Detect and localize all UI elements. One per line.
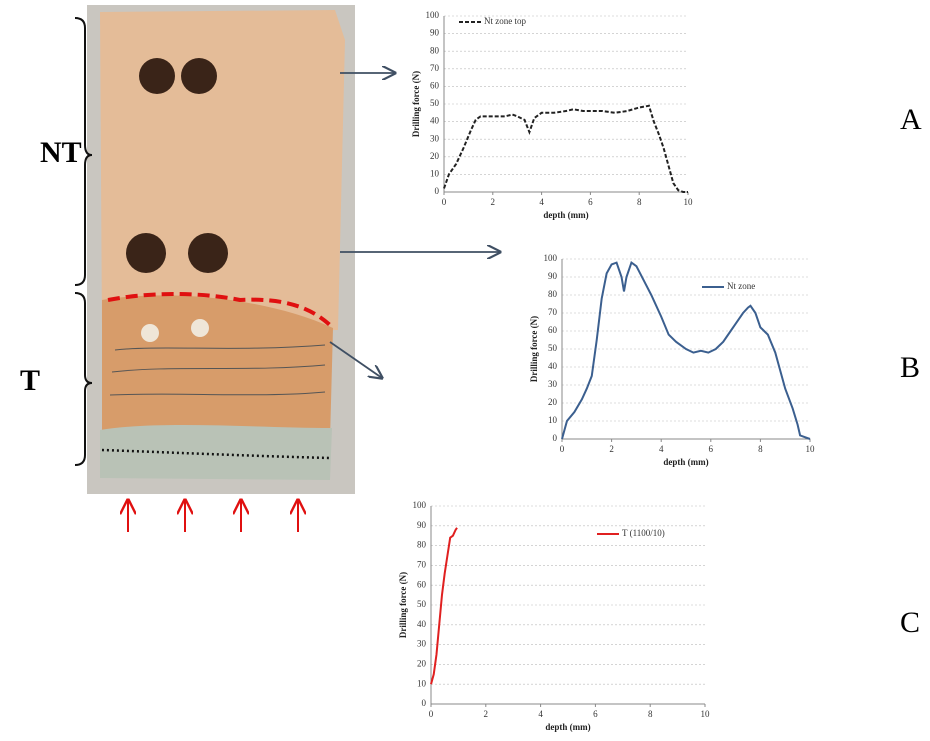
y-tick-label: 30 [430,133,440,143]
y-tick-label: 60 [548,325,558,335]
legend-label: Nt zone top [484,16,526,26]
y-tick-label: 0 [422,698,427,708]
legend-label: T (1100/10) [622,528,665,538]
x-tick-label: 8 [648,709,653,719]
y-tick-label: 40 [548,361,558,371]
x-tick-label: 2 [484,709,489,719]
x-tick-label: 4 [659,444,664,454]
y-tick-label: 50 [548,343,558,353]
legend-label: Nt zone [727,281,755,291]
y-tick-label: 100 [426,10,440,20]
panel-label: B [900,351,920,384]
y-tick-label: 20 [417,658,427,668]
y-tick-label: 90 [548,271,558,281]
x-axis-label: depth (mm) [663,457,708,467]
y-tick-label: 20 [430,151,440,161]
y-tick-label: 60 [430,80,440,90]
y-tick-label: 40 [417,619,427,629]
x-tick-label: 2 [609,444,614,454]
y-tick-label: 70 [430,63,440,73]
y-tick-label: 10 [430,168,440,178]
x-tick-label: 0 [560,444,565,454]
y-tick-label: 40 [430,116,440,126]
x-tick-label: 10 [684,197,694,207]
y-tick-label: 50 [417,599,427,609]
panel-label: C [900,606,920,639]
y-tick-label: 70 [548,307,558,317]
x-tick-label: 6 [709,444,714,454]
y-tick-label: 0 [553,433,558,443]
y-tick-label: 90 [430,28,440,38]
y-axis-label: Drilling force (N) [398,572,408,638]
data-line [430,527,458,685]
x-tick-label: 6 [588,197,593,207]
x-tick-label: 10 [701,709,711,719]
bracket [74,17,93,286]
x-tick-label: 8 [637,197,642,207]
y-tick-label: 10 [548,415,558,425]
y-tick-label: 60 [417,579,427,589]
x-tick-label: 2 [491,197,496,207]
y-tick-label: 20 [548,397,558,407]
y-axis-label: Drilling force (N) [411,71,421,137]
x-axis-label: depth (mm) [545,722,590,732]
load-arrows [128,500,298,532]
arrows [329,73,500,378]
y-tick-label: 30 [417,639,427,649]
x-tick-label: 8 [758,444,763,454]
y-tick-label: 50 [430,98,440,108]
data-line [443,104,688,193]
y-tick-label: 0 [435,186,440,196]
x-tick-label: 4 [539,197,544,207]
x-axis-label: depth (mm) [543,210,588,220]
y-tick-label: 80 [430,45,440,55]
y-tick-label: 10 [417,678,427,688]
y-tick-label: 90 [417,520,427,530]
bracket [74,292,93,466]
x-tick-label: 4 [538,709,543,719]
sample-photo [87,5,355,494]
panel-label: A [900,103,922,136]
y-tick-label: 30 [548,379,558,389]
y-tick-label: 100 [413,500,427,510]
x-tick-label: 6 [593,709,598,719]
data-line [561,260,811,440]
zone-label: T [20,364,40,397]
x-tick-label: 0 [442,197,447,207]
y-tick-label: 100 [544,253,558,263]
y-tick-label: 80 [417,540,427,550]
x-tick-label: 0 [429,709,434,719]
zone-label: NT [40,136,82,169]
y-tick-label: 70 [417,559,427,569]
x-tick-label: 10 [806,444,816,454]
y-axis-label: Drilling force (N) [529,316,539,382]
y-tick-label: 80 [548,289,558,299]
